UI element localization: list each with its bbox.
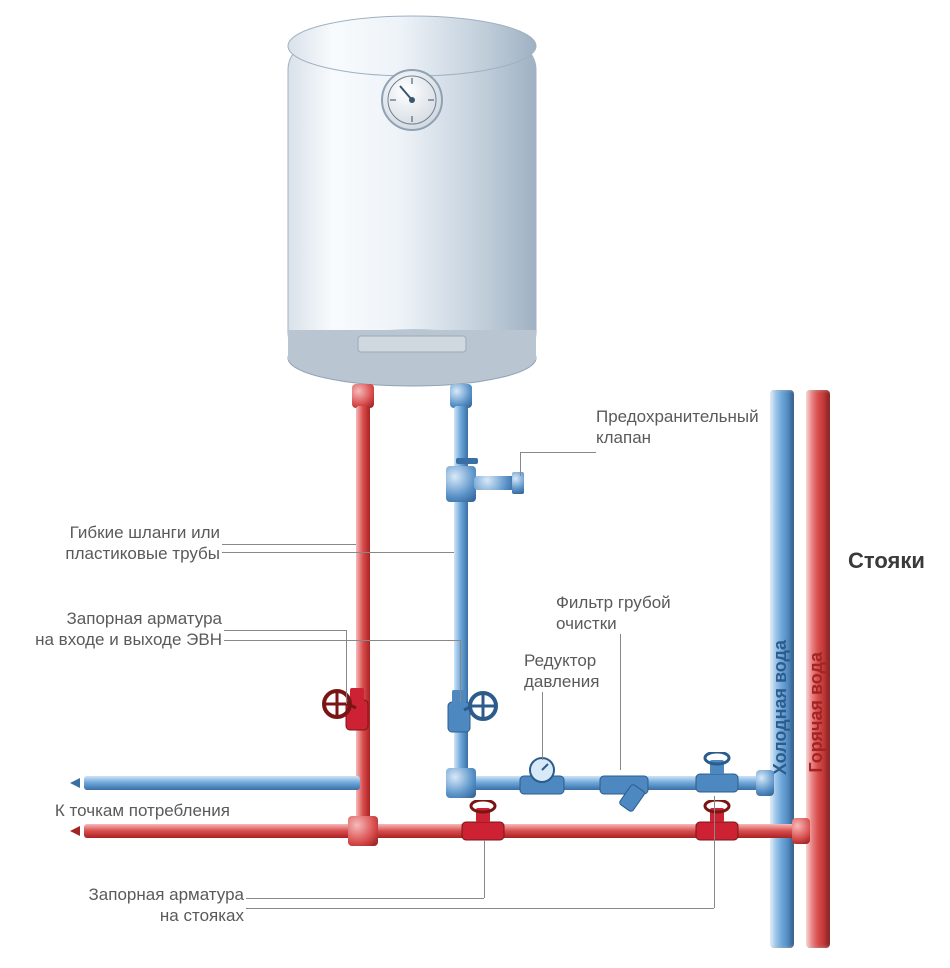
- cold-riser-union: [756, 770, 774, 796]
- leader-safety-valve-v: [520, 452, 521, 476]
- label-shutoff-risers: Запорная арматура на стояках: [44, 884, 244, 927]
- leader-shutoff-1: [224, 630, 346, 631]
- cold-to-points-pipe: [84, 776, 360, 790]
- leader-riser-2v: [714, 844, 715, 908]
- hot-to-points-arrow: [70, 826, 80, 836]
- leader-shutoff-2v: [460, 640, 461, 702]
- leader-shutoff-2: [224, 640, 460, 641]
- leader-riser-1: [246, 898, 484, 899]
- leader-safety-valve-h: [520, 452, 596, 453]
- riser-cold-label: Холодная вода: [770, 640, 791, 775]
- label-flex-hoses: Гибкие шланги или пластиковые трубы: [26, 522, 220, 565]
- riser-hot-valve: [688, 800, 746, 848]
- label-coarse-filter: Фильтр грубой очистки: [556, 592, 671, 635]
- hot-tee: [348, 816, 378, 846]
- leader-flex-1: [222, 544, 356, 545]
- hot-drop-pipe: [356, 406, 370, 836]
- leader-riser-1v: [484, 840, 485, 898]
- hot-branch-valve: [454, 800, 512, 848]
- riser-cold-valve: [688, 752, 746, 800]
- hot-riser-union: [792, 818, 810, 844]
- hot-to-points-pipe: [84, 824, 360, 838]
- risers-group-label: Стояки: [848, 548, 925, 574]
- leader-riser-3v: [714, 796, 715, 844]
- leader-riser-2: [246, 908, 714, 909]
- label-pressure-reducer: Редуктор давления: [524, 650, 599, 693]
- leader-riser-3: [714, 844, 715, 845]
- label-safety-valve: Предохранительный клапан: [596, 406, 759, 449]
- safety-valve-body: [446, 466, 476, 502]
- riser-hot-label: Горячая вода: [806, 652, 827, 773]
- leader-flex-2: [222, 552, 454, 553]
- label-shutoff-inout: Запорная арматура на входе и выходе ЭВН: [18, 608, 222, 651]
- label-to-points: К точкам потребления: [0, 800, 230, 821]
- cold-shutoff-valve: [440, 690, 500, 740]
- cold-tee: [446, 768, 476, 798]
- leader-shutoff-1v: [346, 630, 347, 704]
- leader-filter-v: [620, 634, 621, 770]
- safety-valve-cap: [512, 472, 524, 494]
- cold-inlet-neck: [450, 384, 472, 408]
- cold-to-points-arrow: [70, 778, 80, 788]
- pressure-reducer: [516, 756, 568, 804]
- hot-shutoff-valve: [322, 688, 382, 738]
- leader-reducer-v: [542, 692, 543, 760]
- hot-outlet-neck: [352, 384, 374, 408]
- water-heater-tank: [284, 12, 540, 390]
- safety-valve-lever: [456, 458, 478, 464]
- coarse-filter: [598, 766, 654, 812]
